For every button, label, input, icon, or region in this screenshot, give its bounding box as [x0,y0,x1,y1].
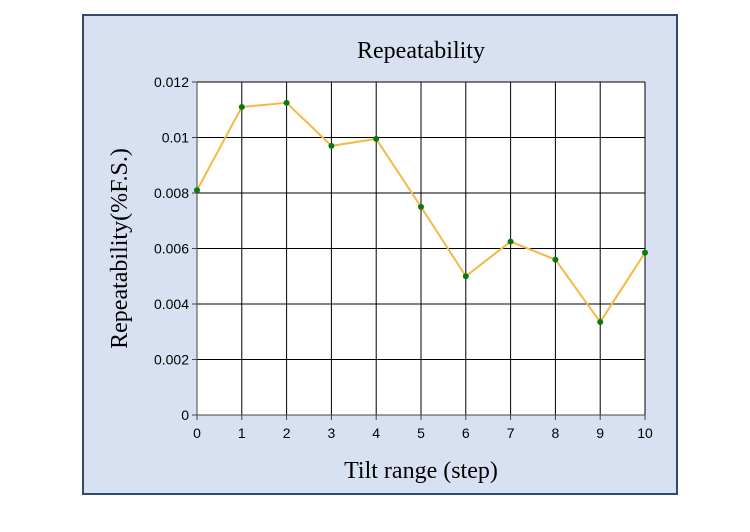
data-point [238,103,245,110]
chart-panel: 0 1 2 3 4 5 6 7 8 9 10 0 0.002 0.004 0.006 0.008 0.01 0.0… [82,14,678,495]
y-tick-label: 0.01 [162,130,189,146]
x-tick-label: 8 [552,425,560,441]
data-point [642,249,648,256]
grid-lines [197,81,646,415]
x-tick-label: 0 [193,425,201,441]
y-axis-label: Repeatability(%F.S.) [107,148,133,349]
x-axis-label: Tilt range (step) [344,458,498,484]
x-tick-label: 7 [507,425,515,441]
tick-labels: 0 1 2 3 4 5 6 7 8 9 10 0 0.002 0.004 0.006 0.008 0.01 0.0… [154,74,653,441]
data-point [507,238,514,245]
x-tick-label: 9 [596,425,604,441]
x-tick-label: 2 [283,425,291,441]
chart-title: Repeatability [357,38,485,64]
x-tick-label: 6 [462,425,470,441]
data-point [328,142,335,149]
data-point [552,256,559,263]
x-tick-label: 5 [417,425,425,441]
data-point [373,135,380,142]
y-tick-label: 0.006 [154,241,189,257]
data-point [462,273,469,280]
y-tick-label: 0.008 [154,185,189,201]
data-point [597,319,604,326]
data-point [418,203,424,210]
series [194,99,648,326]
y-tick-label: 0.004 [154,296,189,312]
axes [192,81,646,420]
y-tick-label: 0 [181,407,189,423]
x-tick-label: 3 [328,425,336,441]
x-tick-label: 1 [238,425,246,441]
data-point [283,99,290,106]
x-tick-label: 4 [372,425,380,441]
chart-canvas: 0 1 2 3 4 5 6 7 8 9 10 0 0.002 0.004 0.006 0.008 0.01 0.0… [107,38,653,484]
y-tick-label: 0.002 [154,352,189,368]
x-tick-label: 10 [637,425,653,441]
data-point [194,187,200,194]
y-tick-label: 0.012 [154,74,189,90]
